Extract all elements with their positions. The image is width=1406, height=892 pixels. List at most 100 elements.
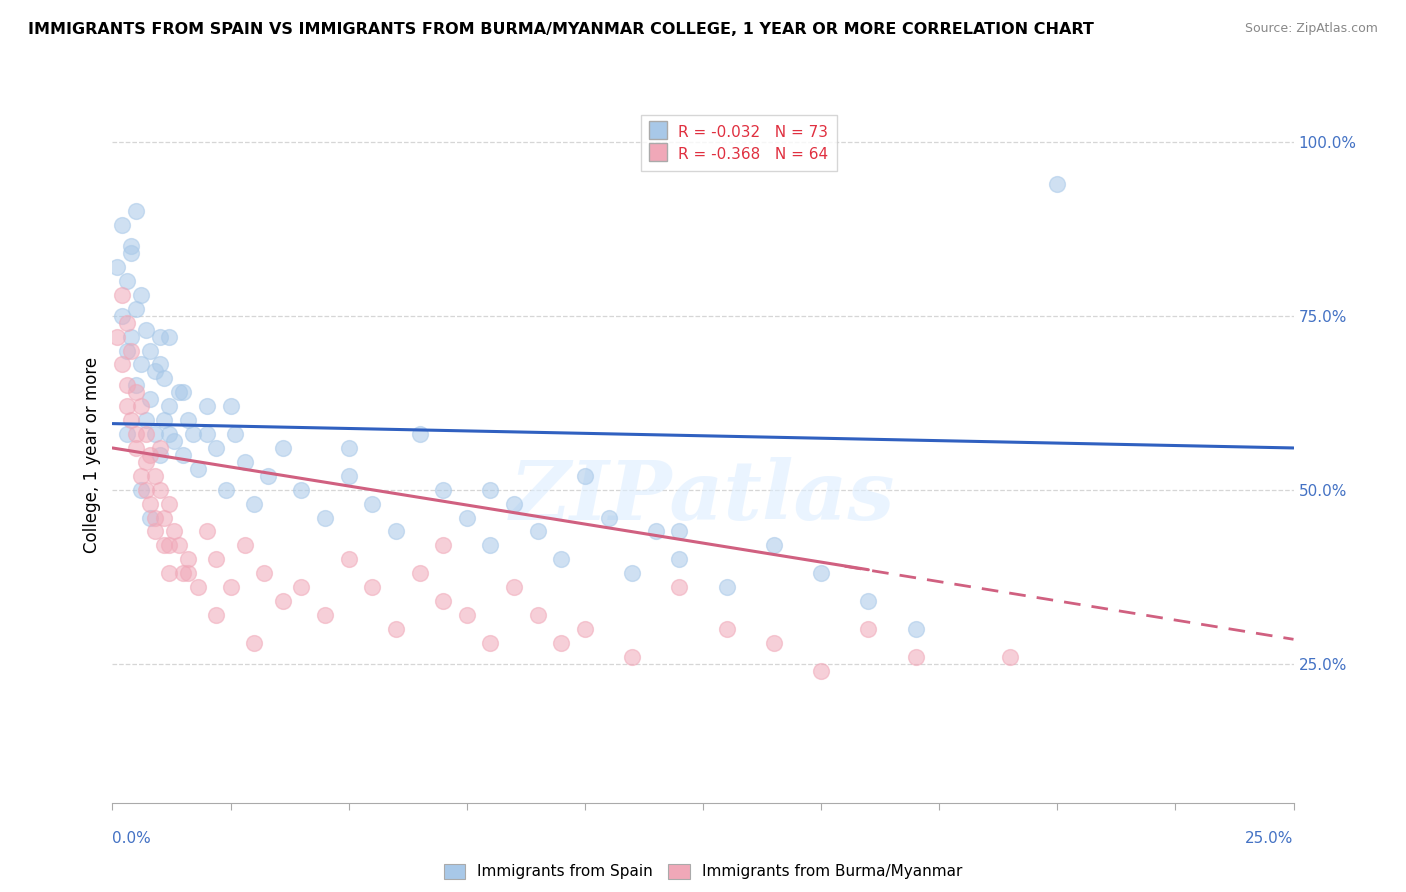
Point	[621, 566, 644, 581]
Point	[153, 538, 176, 552]
Point	[762, 636, 785, 650]
Point	[115, 274, 138, 288]
Text: 25.0%: 25.0%	[1246, 831, 1294, 846]
Point	[253, 566, 276, 581]
Point	[1046, 177, 1069, 191]
Point	[135, 323, 157, 337]
Point	[574, 468, 596, 483]
Point	[479, 636, 502, 650]
Point	[385, 524, 408, 539]
Point	[139, 448, 162, 462]
Point	[115, 343, 138, 358]
Point	[526, 524, 548, 539]
Point	[810, 664, 832, 678]
Point	[120, 239, 142, 253]
Point	[139, 510, 162, 524]
Point	[115, 399, 138, 413]
Point	[186, 580, 208, 594]
Point	[153, 371, 176, 385]
Point	[550, 552, 572, 566]
Text: 0.0%: 0.0%	[112, 831, 152, 846]
Point	[290, 580, 312, 594]
Point	[195, 427, 218, 442]
Point	[668, 524, 690, 539]
Point	[105, 329, 128, 343]
Point	[181, 427, 204, 442]
Point	[163, 434, 186, 448]
Point	[120, 413, 142, 427]
Point	[105, 260, 128, 274]
Point	[550, 636, 572, 650]
Point	[129, 288, 152, 302]
Point	[668, 552, 690, 566]
Point	[120, 329, 142, 343]
Point	[167, 385, 190, 400]
Point	[139, 343, 162, 358]
Point	[290, 483, 312, 497]
Point	[143, 524, 166, 539]
Point	[361, 580, 384, 594]
Point	[135, 413, 157, 427]
Point	[385, 622, 408, 636]
Point	[125, 378, 148, 392]
Point	[314, 607, 336, 622]
Point	[858, 594, 880, 608]
Point	[361, 497, 384, 511]
Point	[644, 524, 666, 539]
Point	[257, 468, 280, 483]
Point	[408, 427, 430, 442]
Point	[167, 538, 190, 552]
Point	[456, 607, 478, 622]
Point	[904, 622, 927, 636]
Point	[762, 538, 785, 552]
Point	[716, 580, 738, 594]
Point	[195, 524, 218, 539]
Point	[177, 413, 200, 427]
Point	[129, 399, 152, 413]
Point	[479, 538, 502, 552]
Point	[157, 538, 180, 552]
Point	[233, 455, 256, 469]
Point	[998, 649, 1021, 664]
Point	[125, 427, 148, 442]
Point	[219, 399, 242, 413]
Point	[408, 566, 430, 581]
Point	[574, 622, 596, 636]
Point	[205, 607, 228, 622]
Point	[337, 468, 360, 483]
Point	[120, 246, 142, 260]
Point	[125, 301, 148, 316]
Text: Source: ZipAtlas.com: Source: ZipAtlas.com	[1244, 22, 1378, 36]
Point	[157, 329, 180, 343]
Point	[157, 497, 180, 511]
Point	[271, 594, 294, 608]
Point	[149, 358, 172, 372]
Point	[149, 448, 172, 462]
Point	[129, 468, 152, 483]
Point	[157, 566, 180, 581]
Point	[149, 441, 172, 455]
Point	[172, 448, 194, 462]
Point	[143, 364, 166, 378]
Point	[224, 427, 246, 442]
Point	[195, 399, 218, 413]
Point	[135, 455, 157, 469]
Point	[810, 566, 832, 581]
Point	[149, 329, 172, 343]
Point	[716, 622, 738, 636]
Point	[125, 441, 148, 455]
Point	[163, 524, 186, 539]
Point	[668, 580, 690, 594]
Point	[172, 566, 194, 581]
Point	[149, 483, 172, 497]
Point	[456, 510, 478, 524]
Point	[135, 427, 157, 442]
Point	[172, 385, 194, 400]
Legend: R = -0.032   N = 73, R = -0.368   N = 64: R = -0.032 N = 73, R = -0.368 N = 64	[641, 115, 837, 171]
Point	[314, 510, 336, 524]
Point	[129, 483, 152, 497]
Point	[120, 343, 142, 358]
Point	[503, 497, 526, 511]
Point	[233, 538, 256, 552]
Point	[243, 497, 266, 511]
